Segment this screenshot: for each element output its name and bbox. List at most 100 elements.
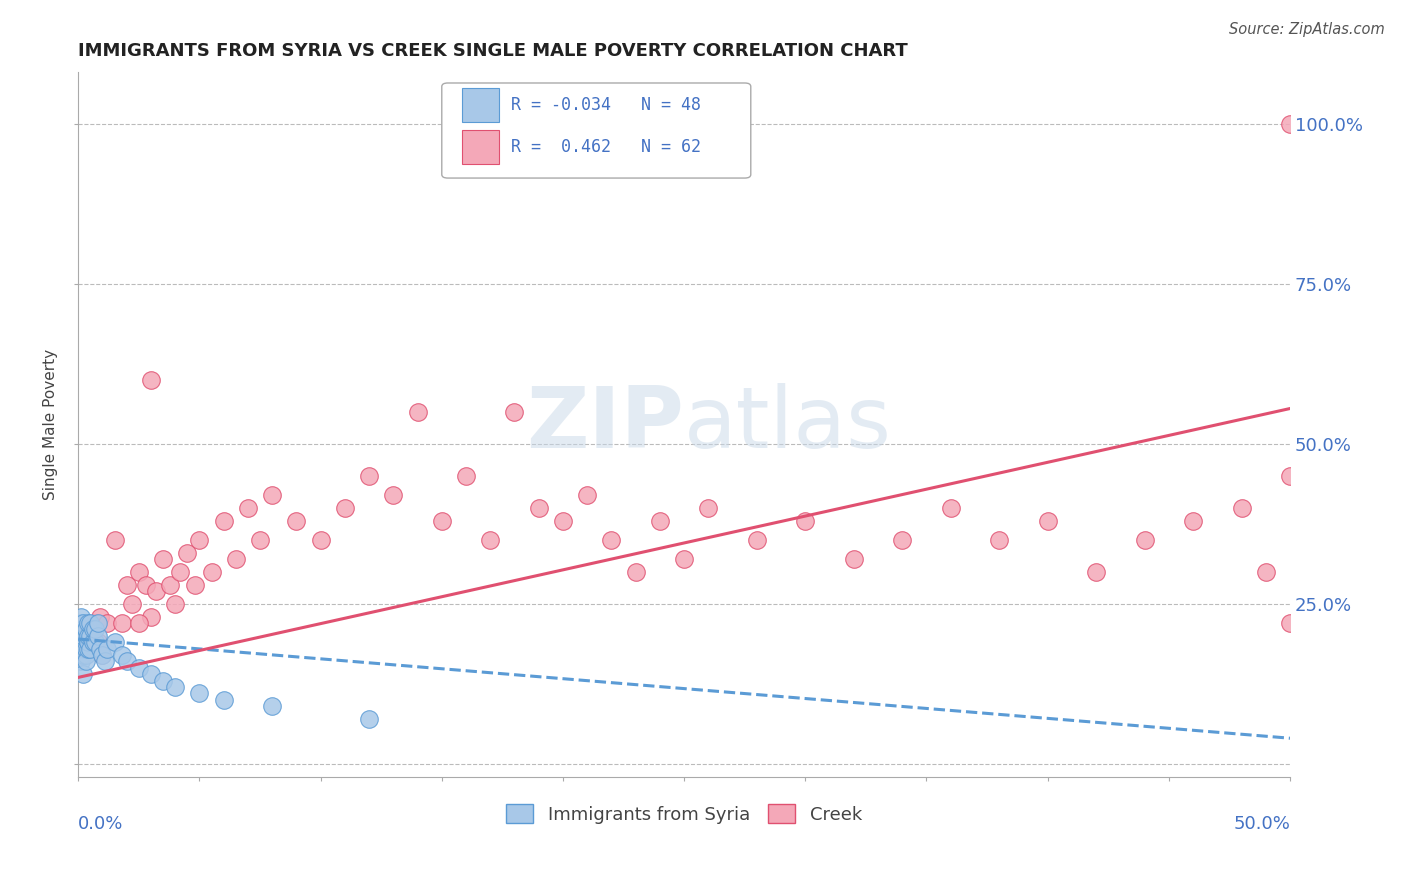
Point	[75, 629, 97, 643]
Point	[988, 533, 1011, 547]
Text: ZIP: ZIP	[526, 383, 685, 466]
Point	[1230, 500, 1253, 515]
Point	[1279, 117, 1302, 131]
Point	[139, 667, 162, 681]
Text: IMMIGRANTS FROM SYRIA VS CREEK SINGLE MALE POVERTY CORRELATION CHART: IMMIGRANTS FROM SYRIA VS CREEK SINGLE MA…	[79, 42, 908, 60]
Point	[79, 629, 101, 643]
Point	[86, 629, 108, 643]
Point	[69, 641, 91, 656]
Point	[128, 565, 150, 579]
Point	[72, 667, 94, 681]
Point	[479, 533, 502, 547]
Text: 50.0%: 50.0%	[1233, 815, 1291, 833]
Point	[1133, 533, 1156, 547]
Point	[82, 635, 104, 649]
Point	[165, 680, 187, 694]
Point	[188, 533, 211, 547]
Point	[84, 635, 107, 649]
Point	[939, 500, 962, 515]
Point	[891, 533, 914, 547]
Point	[794, 514, 817, 528]
Point	[94, 654, 117, 668]
Point	[624, 565, 647, 579]
Text: R = -0.034   N = 48: R = -0.034 N = 48	[510, 95, 700, 114]
Point	[104, 635, 127, 649]
Point	[262, 699, 284, 714]
Point	[152, 673, 174, 688]
Point	[72, 635, 94, 649]
FancyBboxPatch shape	[463, 130, 499, 164]
Point	[309, 533, 332, 547]
Point	[225, 552, 247, 566]
Point	[1036, 514, 1059, 528]
Point	[79, 641, 101, 656]
Point	[406, 405, 429, 419]
Point	[139, 373, 162, 387]
Point	[842, 552, 865, 566]
Point	[69, 648, 91, 662]
Point	[69, 615, 91, 630]
Point	[236, 500, 259, 515]
Point	[454, 468, 477, 483]
Point	[75, 654, 97, 668]
Point	[72, 629, 94, 643]
Point	[169, 565, 191, 579]
Point	[69, 635, 91, 649]
Point	[104, 533, 127, 547]
Point	[212, 514, 235, 528]
Point	[139, 609, 162, 624]
Point	[600, 533, 623, 547]
Point	[69, 623, 91, 637]
Point	[72, 615, 94, 630]
Point	[135, 577, 157, 591]
Point	[75, 641, 97, 656]
Point	[183, 577, 205, 591]
Point	[77, 635, 100, 649]
Point	[91, 648, 114, 662]
Point	[359, 712, 381, 726]
Text: Source: ZipAtlas.com: Source: ZipAtlas.com	[1229, 22, 1385, 37]
Point	[77, 629, 100, 643]
Point	[72, 641, 94, 656]
FancyBboxPatch shape	[463, 88, 499, 121]
Point	[212, 693, 235, 707]
Point	[1254, 565, 1277, 579]
Point	[72, 648, 94, 662]
Point	[115, 577, 138, 591]
Point	[673, 552, 696, 566]
Point	[115, 654, 138, 668]
Point	[84, 615, 107, 630]
Point	[89, 641, 111, 656]
Point	[648, 514, 671, 528]
Point	[86, 635, 108, 649]
Point	[96, 615, 118, 630]
FancyBboxPatch shape	[441, 83, 751, 178]
Point	[79, 629, 101, 643]
Point	[333, 500, 356, 515]
Point	[188, 686, 211, 700]
Point	[249, 533, 271, 547]
Point	[159, 577, 181, 591]
Point	[359, 468, 381, 483]
Text: atlas: atlas	[685, 383, 893, 466]
Point	[145, 584, 167, 599]
Point	[551, 514, 574, 528]
Point	[1279, 468, 1302, 483]
Point	[89, 609, 111, 624]
Point	[69, 629, 91, 643]
Point	[527, 500, 550, 515]
Point	[128, 661, 150, 675]
Point	[86, 615, 108, 630]
Point	[1182, 514, 1205, 528]
Point	[152, 552, 174, 566]
Point	[77, 615, 100, 630]
Text: 0.0%: 0.0%	[79, 815, 124, 833]
Point	[176, 545, 198, 559]
Point	[111, 615, 134, 630]
Point	[165, 597, 187, 611]
Point	[285, 514, 308, 528]
Point	[262, 488, 284, 502]
Point	[697, 500, 720, 515]
Point	[382, 488, 405, 502]
Point	[75, 648, 97, 662]
